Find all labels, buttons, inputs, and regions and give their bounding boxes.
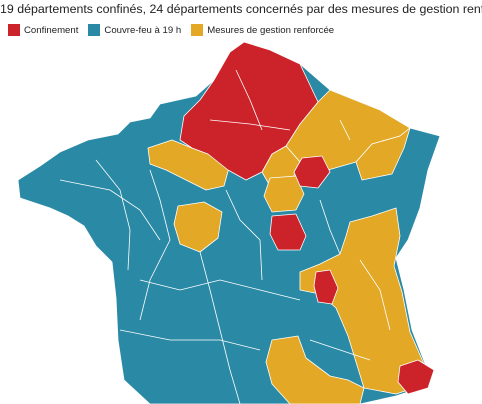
legend-swatch-couvre-feu bbox=[88, 24, 101, 36]
legend-label-couvre-feu: Couvre-feu à 19 h bbox=[104, 24, 182, 36]
map-subtitle: 19 départements confinés, 24 département… bbox=[0, 2, 482, 16]
region-gestion-sud bbox=[265, 335, 365, 404]
legend: Confinement Couvre-feu à 19 h Mesures de… bbox=[8, 22, 338, 38]
region-confinement-aube bbox=[293, 155, 331, 189]
legend-swatch-gestion bbox=[191, 24, 204, 36]
region-confinement-alpes-maritimes bbox=[397, 359, 435, 395]
department-borders bbox=[59, 69, 391, 404]
region-gestion-ouest bbox=[147, 139, 231, 191]
region-gestion-centre-ouest bbox=[173, 201, 223, 253]
legend-label-confinement: Confinement bbox=[24, 24, 79, 36]
region-gestion-grand-est bbox=[355, 127, 411, 181]
region-confinement-rhone bbox=[313, 269, 339, 305]
legend-swatch-confinement bbox=[8, 24, 20, 36]
legend-label-gestion: Mesures de gestion renforcée bbox=[207, 24, 335, 36]
region-confinement-nord bbox=[179, 41, 319, 181]
france-map bbox=[17, 41, 441, 404]
region-confinement-nievre bbox=[269, 213, 307, 251]
legend-item-gestion: Mesures de gestion renforcée bbox=[191, 24, 334, 36]
legend-item-couvre-feu: Couvre-feu à 19 h bbox=[88, 24, 181, 36]
legend-item-confinement: Confinement bbox=[8, 24, 78, 36]
